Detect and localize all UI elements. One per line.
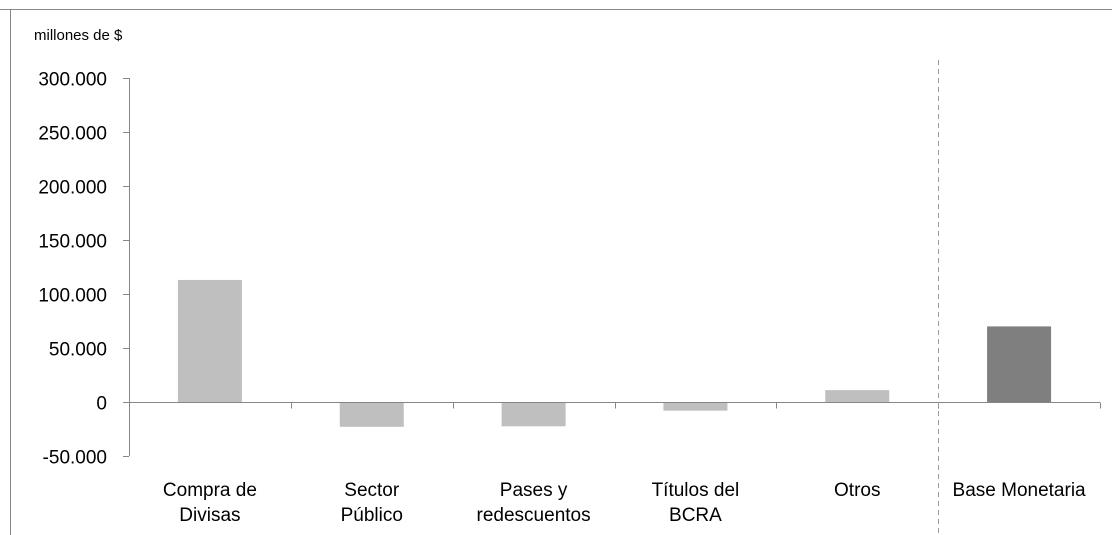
- bar: [825, 390, 890, 402]
- y-tick-label: 50.000: [49, 340, 107, 361]
- y-tick-label: 0: [96, 394, 107, 415]
- bar: [987, 326, 1052, 402]
- category-label: Pases y: [500, 480, 568, 501]
- y-tick-label: 100.000: [38, 286, 107, 307]
- category-label: Sector: [344, 480, 400, 501]
- bar: [501, 402, 566, 427]
- unit-label: millones de $: [34, 27, 123, 44]
- category-label: Base Monetaria: [953, 480, 1087, 501]
- y-tick-label: 250.000: [38, 124, 107, 145]
- category-label: BCRA: [669, 505, 722, 526]
- category-label: Otros: [834, 480, 880, 501]
- y-tick-label: 150.000: [38, 232, 107, 253]
- bar: [663, 402, 728, 411]
- bar: [339, 402, 404, 427]
- y-tick-label: 300.000: [38, 70, 107, 91]
- y-tick-label: 200.000: [38, 178, 107, 199]
- category-label: Divisas: [179, 505, 240, 526]
- category-label: Público: [341, 505, 403, 526]
- category-label: Compra de: [163, 480, 257, 501]
- category-label: Títulos del: [652, 480, 740, 501]
- plot-area: -50.000 0 50.000 100.000 150.000 200.000 250.0…: [38, 60, 1101, 535]
- y-tick-label: -50.000: [43, 448, 107, 469]
- bar: [177, 279, 242, 402]
- category-label: redescuentos: [477, 505, 591, 526]
